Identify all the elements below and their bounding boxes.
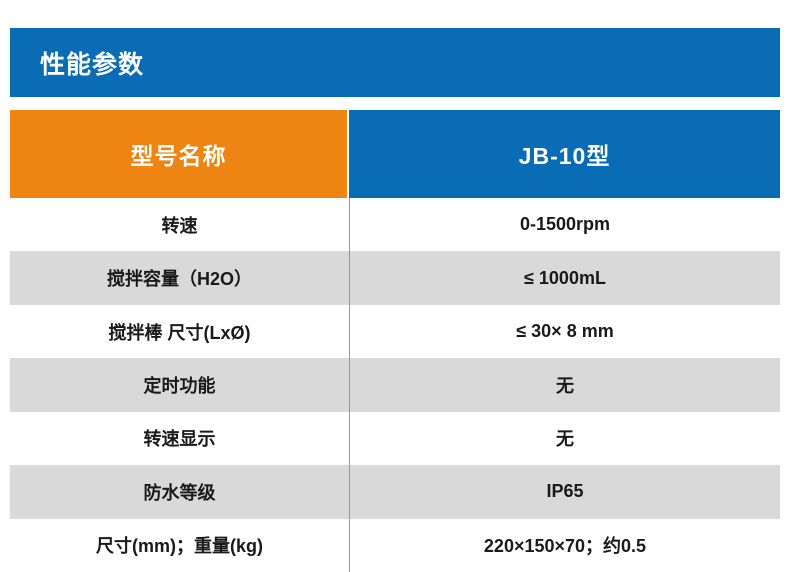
table-row: 转速显示 无	[10, 411, 780, 466]
spec-value: 220×150×70；约0.5	[349, 518, 780, 572]
spec-label: 防水等级	[143, 482, 216, 503]
table-row: 搅拌棒 尺寸(LxØ) ≤ 30× 8 mm	[10, 304, 780, 359]
spec-value: ≤ 1000mL	[349, 251, 780, 305]
header-cell-model-value: JB-10型	[349, 110, 780, 198]
section-title: 性能参数	[40, 50, 145, 79]
spec-value: IP65	[349, 465, 780, 519]
spec-label: 定时功能	[143, 375, 216, 396]
spec-value: 无	[349, 411, 780, 466]
table-row: 防水等级 IP65	[10, 465, 780, 519]
spec-table-header-row: 型号名称 JB-10型	[10, 110, 780, 198]
table-row: 转速 0-1500rpm	[10, 198, 780, 252]
header-cell-model-name: 型号名称	[10, 110, 347, 198]
spec-table-body: 转速 0-1500rpm 搅拌容量（H2O） ≤ 1000mL 搅拌棒 尺寸(L…	[10, 198, 780, 572]
spec-table: 型号名称 JB-10型 转速 0-1500rpm 搅拌容量（H2O） ≤ 100…	[10, 110, 780, 572]
header-cell-gap	[347, 110, 349, 198]
spec-label: 转速显示	[143, 429, 216, 450]
spec-label: 搅拌容量（H2O）	[106, 269, 252, 290]
spec-label: 转速	[161, 215, 198, 236]
spec-label: 搅拌棒 尺寸(LxØ)	[108, 322, 251, 343]
spec-value: ≤ 30× 8 mm	[349, 304, 780, 359]
table-row: 尺寸(mm)；重量(kg) 220×150×70；约0.5	[10, 518, 780, 572]
spec-value: 无	[349, 358, 780, 412]
section-header: 性能参数	[10, 28, 780, 97]
table-row: 定时功能 无	[10, 358, 780, 412]
spec-label: 尺寸(mm)；重量(kg)	[96, 536, 263, 557]
table-row: 搅拌容量（H2O） ≤ 1000mL	[10, 251, 780, 305]
spec-value: 0-1500rpm	[349, 198, 780, 252]
